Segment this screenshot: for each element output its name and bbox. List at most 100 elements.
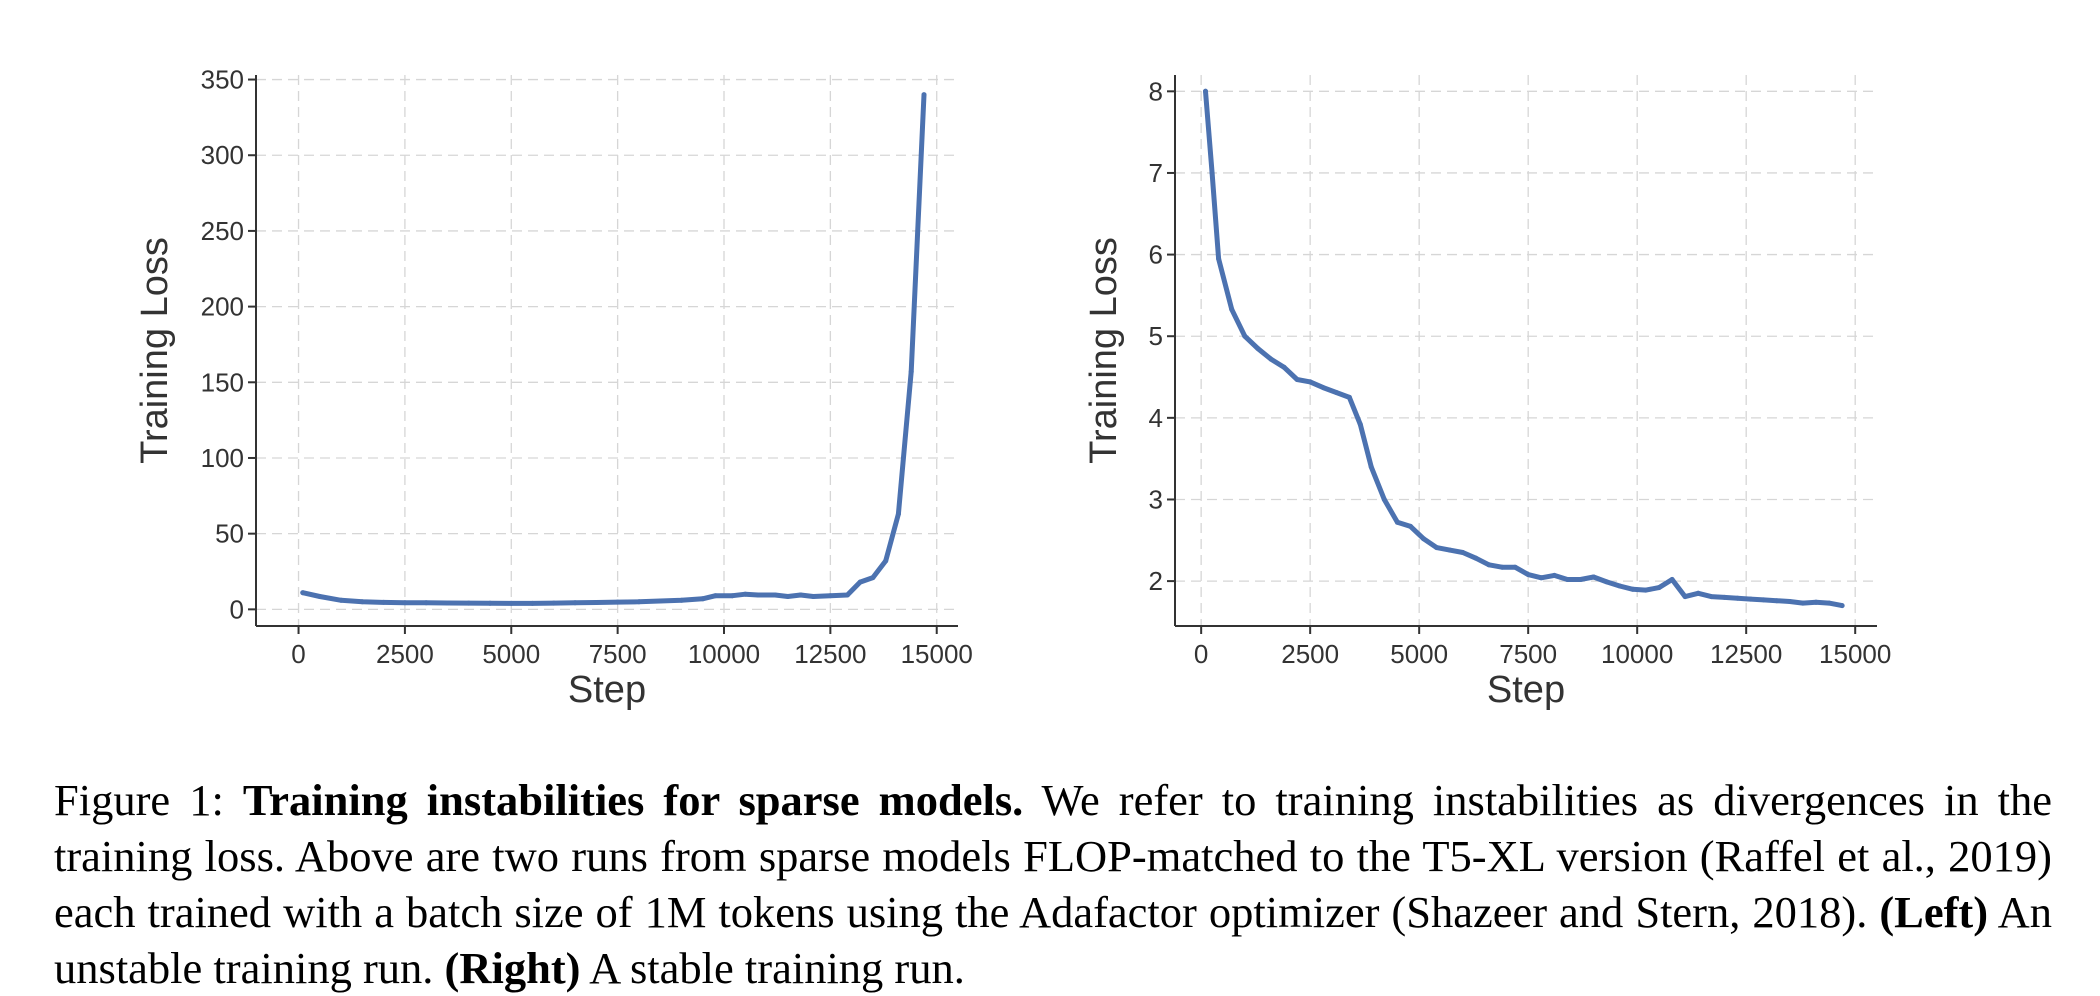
y-tick-label: 350 [201,65,244,95]
data-point [300,590,306,596]
data-point [1499,564,1505,570]
data-point [827,593,833,599]
x-tick-label: 2500 [376,639,434,669]
data-point [679,597,684,603]
y-tick-label: 200 [201,292,244,322]
data-point [730,593,735,599]
x-tick-label: 2500 [1281,639,1339,669]
data-point [1564,577,1570,582]
data-point [530,600,535,606]
data-point [1268,356,1274,362]
x-tick-label: 15000 [901,639,973,669]
x-axis-title: Step [1487,669,1565,711]
y-tick-label: 8 [1149,76,1163,106]
data-point [1643,587,1649,593]
y-tick-label: 4 [1149,403,1163,433]
data-point [1281,364,1287,370]
data-point [445,600,450,606]
y-axis-title: Training Loss [1083,237,1125,464]
data-point [1394,519,1400,525]
data-point [593,600,599,605]
data-point [1357,421,1363,427]
data-point [1721,594,1727,600]
data-point [1748,596,1754,602]
y-tick-label: 100 [201,443,244,473]
data-point [1800,600,1806,606]
data-point [772,592,778,598]
data-point [508,600,514,606]
data-point [1669,577,1675,582]
x-tick-label: 12500 [1710,639,1782,669]
data-point [423,600,429,606]
data-point [1761,597,1767,603]
data-point [1460,550,1466,555]
data-point [1421,536,1426,542]
data-point [1591,574,1597,580]
data-point [921,92,927,98]
data-point [1630,586,1636,592]
data-point [1735,595,1740,601]
data-point [857,579,863,585]
y-tick-label: 7 [1149,158,1163,188]
caption-right-label: (Right) [444,943,581,993]
data-point [657,598,663,604]
data-point [487,600,493,606]
data-point [381,599,387,605]
data-point [1307,379,1313,385]
x-tick-label: 0 [1194,639,1208,669]
data-point [1708,594,1714,600]
data-point [615,599,621,605]
y-tick-label: 300 [201,140,244,170]
caption-text-3: A stable training run. [580,943,965,993]
x-tick-label: 15000 [1819,639,1891,669]
x-tick-label: 7500 [589,639,647,669]
data-point [755,592,761,598]
data-point [338,597,344,603]
data-point [1320,385,1326,391]
x-tick-label: 12500 [794,639,866,669]
data-point [1368,464,1374,470]
data-point [798,592,804,598]
y-tick-label: 2 [1149,566,1163,596]
data-point [1682,594,1688,600]
data-point [1839,603,1845,609]
chart-right-stable-run: 0 2500 5000 7500 10000 12500 15000 2 3 4 5 6 7 8 Step T… [1083,75,1891,711]
data-point [785,594,791,599]
data-point [1512,564,1518,570]
data-point [1617,583,1623,589]
data-point [1604,579,1610,585]
data-point [1538,575,1544,581]
data-point [1551,572,1557,578]
figure-caption: Figure 1: Training instabilities for spa… [54,772,2052,996]
y-tick-label: 6 [1149,240,1163,270]
x-tick-label: 0 [291,639,305,669]
y-tick-label: 5 [1149,321,1163,351]
data-point [883,558,889,564]
data-point [908,369,914,375]
data-point [402,600,408,606]
x-tick-label: 5000 [482,639,540,669]
data-point [1434,545,1440,551]
data-point [551,600,557,606]
data-point [1216,256,1222,262]
caption-text-1: We refer to training instabilities as di… [54,775,2052,937]
data-point [1203,88,1208,94]
data-point [1787,599,1793,604]
x-tick-label: 5000 [1390,639,1448,669]
data-point [466,600,472,606]
data-point [1473,555,1479,561]
caption-label: Figure 1: [54,775,243,825]
data-point [895,511,901,517]
data-point [1381,497,1387,502]
y-tick-label: 150 [201,367,244,397]
x-tick-label: 10000 [1601,639,1673,669]
data-point [1774,598,1780,604]
x-tick-label: 10000 [688,639,760,669]
data-point [1255,346,1261,351]
y-tick-label: 250 [201,216,244,246]
data-point [1578,577,1583,582]
data-point [636,599,642,605]
data-point [1294,377,1300,382]
data-point [1333,390,1339,395]
data-point [1695,590,1701,596]
